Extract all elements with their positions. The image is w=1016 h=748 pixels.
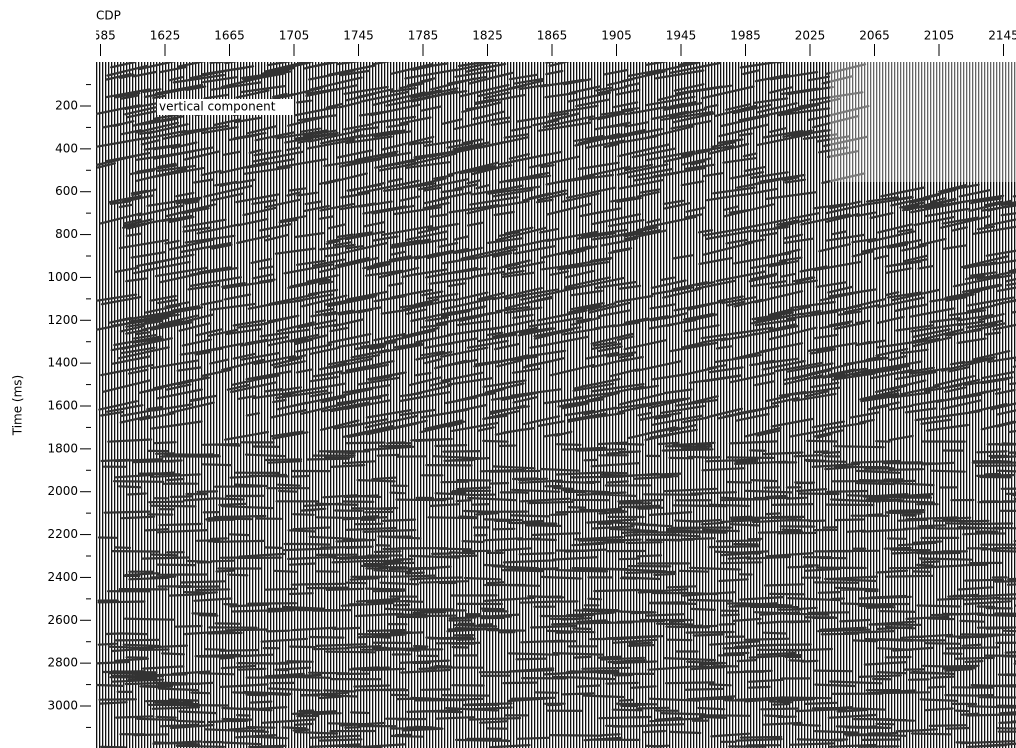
x-tick-label: 1825 xyxy=(472,29,503,43)
muted-zone xyxy=(830,62,1016,182)
y-tick-label: 3000 xyxy=(47,699,78,713)
x-tick-label: 2145 xyxy=(988,29,1016,43)
annotation: vertical component xyxy=(159,100,276,114)
x-tick-label: 2025 xyxy=(795,29,826,43)
y-tick-label: 800 xyxy=(55,227,78,241)
y-tick-label: 200 xyxy=(55,99,78,113)
y-axis: 200 400 600 800 1000 1200 1400 1600 1800 2000 2200… xyxy=(47,84,91,728)
y-tick-label: 1800 xyxy=(47,441,78,455)
y-tick-label: 2200 xyxy=(47,527,78,541)
y-tick-label: 1000 xyxy=(47,270,78,284)
y-tick-label: 2800 xyxy=(47,656,78,670)
x-tick-label: 1945 xyxy=(666,29,697,43)
x-tick-label: 1625 xyxy=(150,29,181,43)
x-tick-label: 1745 xyxy=(343,29,374,43)
y-tick-label: 400 xyxy=(55,141,78,155)
x-tick-label: 2105 xyxy=(924,29,955,43)
y-tick-label: 1400 xyxy=(47,356,78,370)
y-axis-title: Time (ms) xyxy=(11,375,25,437)
y-tick-label: 2600 xyxy=(47,613,78,627)
reflections xyxy=(96,62,1016,748)
y-tick-label: 2400 xyxy=(47,570,78,584)
x-tick-label: 1865 xyxy=(537,29,568,43)
annotation-box xyxy=(157,99,293,115)
x-tick-label: 1785 xyxy=(408,29,439,43)
x-axis-title: CDP xyxy=(96,9,121,23)
x-tick-label: 1985 xyxy=(730,29,761,43)
y-tick-label: 2000 xyxy=(47,484,78,498)
x-tick-label: 1665 xyxy=(214,29,245,43)
x-tick-label: 1705 xyxy=(279,29,310,43)
x-tick-label: 1585 xyxy=(85,29,116,43)
x-tick-label: 1905 xyxy=(601,29,632,43)
y-tick-label: 1600 xyxy=(47,399,78,413)
y-tick-label: 1200 xyxy=(47,313,78,327)
x-axis: 1585 1625 1665 1705 1745 1785 1825 1865 1905 1945… xyxy=(85,29,1016,56)
reflection-streaks xyxy=(96,62,1016,748)
x-tick-label: 2065 xyxy=(859,29,890,43)
y-tick-label: 600 xyxy=(55,184,78,198)
